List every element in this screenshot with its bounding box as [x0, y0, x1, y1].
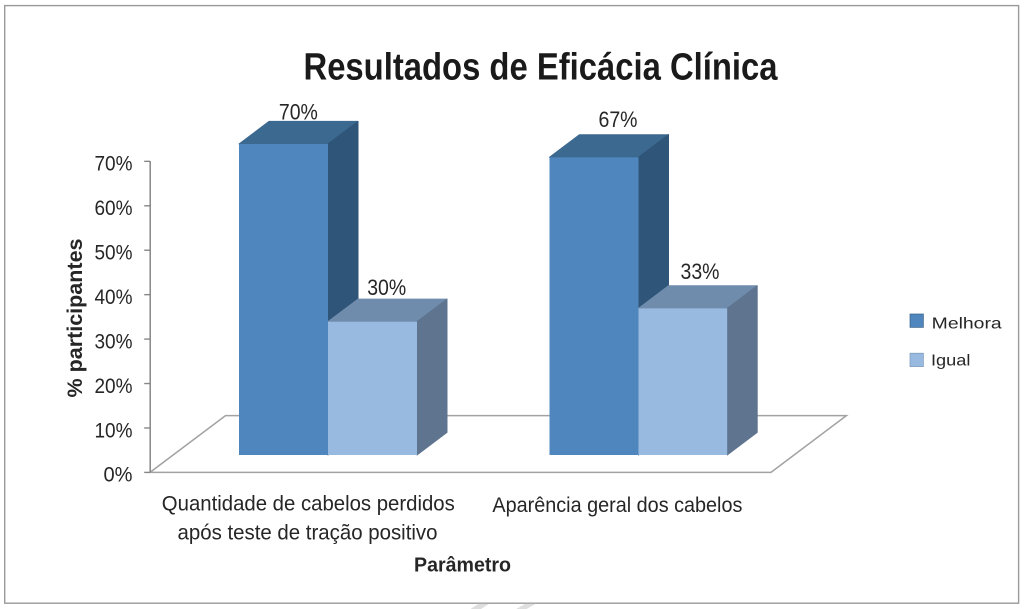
svg-text:após teste de tração positivo: após teste de tração positivo	[178, 522, 438, 545]
svg-text:Igual: Igual	[931, 353, 970, 370]
svg-text:Quantidade de cabelos perdidos: Quantidade de cabelos perdidos	[162, 493, 455, 516]
svg-text:20%: 20%	[95, 375, 133, 398]
svg-text:60%: 60%	[95, 197, 133, 220]
svg-text:70%: 70%	[95, 153, 133, 176]
svg-text:40%: 40%	[95, 286, 133, 309]
svg-text:Melhora: Melhora	[932, 315, 1002, 332]
svg-text:30%: 30%	[367, 275, 406, 300]
svg-text:10%: 10%	[95, 419, 133, 442]
svg-text:0%: 0%	[104, 464, 133, 487]
svg-text:% participantes: % participantes	[64, 239, 87, 398]
svg-text:50%: 50%	[95, 242, 133, 265]
svg-text:Aparência geral dos cabelos: Aparência geral dos cabelos	[492, 494, 742, 517]
svg-text:67%: 67%	[599, 107, 638, 132]
svg-text:30%: 30%	[95, 330, 133, 353]
svg-text:70%: 70%	[279, 99, 318, 124]
svg-text:33%: 33%	[681, 259, 720, 284]
svg-text:Resultados de Eficácia Clínica: Resultados de Eficácia Clínica	[304, 46, 779, 88]
svg-text:Parâmetro: Parâmetro	[414, 555, 511, 577]
